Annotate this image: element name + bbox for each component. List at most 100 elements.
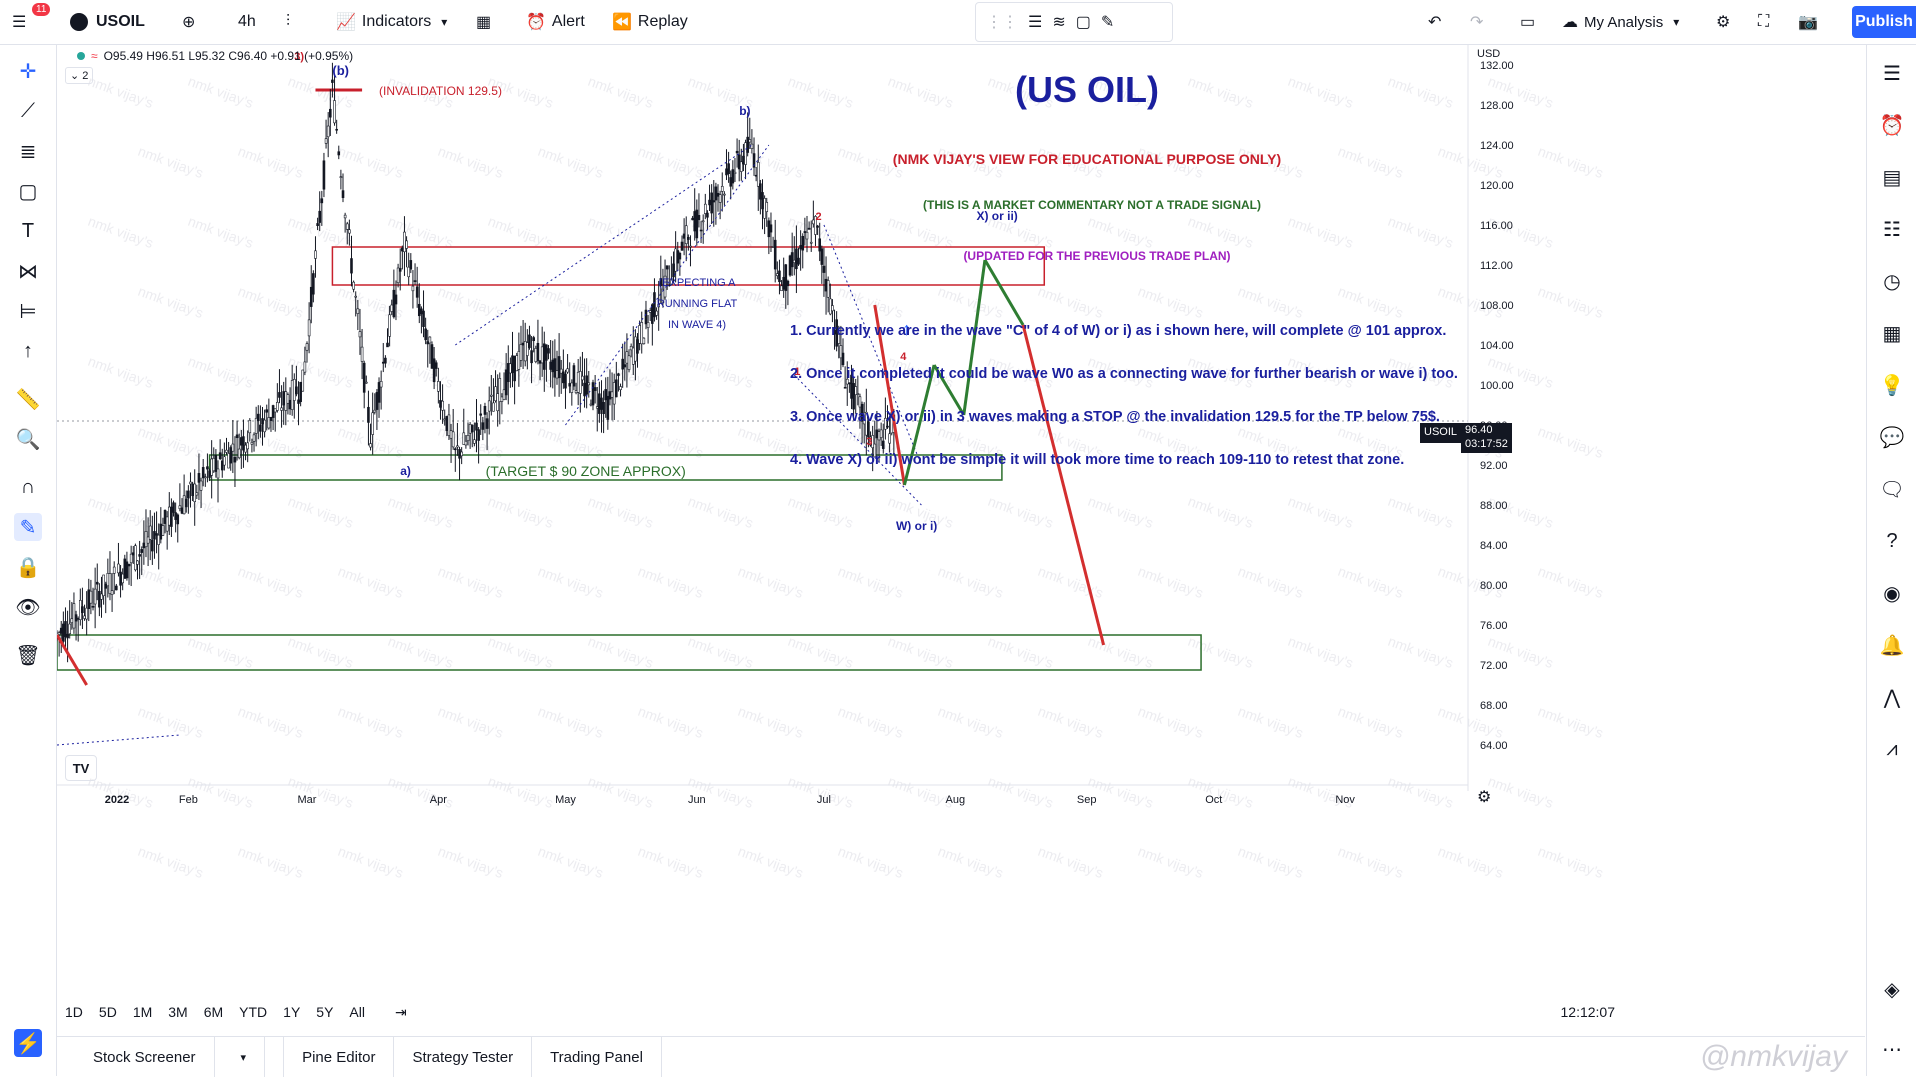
projection-segment bbox=[873, 304, 906, 486]
candle-body bbox=[265, 409, 269, 413]
trash-icon[interactable]: 🗑 bbox=[15, 644, 41, 667]
candle-body bbox=[392, 289, 396, 318]
indicators-button[interactable]: 📈 Indicators ▾ bbox=[336, 0, 447, 44]
candle-body bbox=[570, 382, 574, 393]
alert-button[interactable]: ⏰ Alert bbox=[526, 0, 585, 44]
layout-icon[interactable]: ▭ bbox=[1520, 14, 1536, 31]
candle-body bbox=[687, 237, 690, 240]
range-all[interactable]: All bbox=[349, 1004, 365, 1020]
eye-icon[interactable]: 👁 bbox=[15, 596, 41, 619]
lock-icon[interactable]: 🔒 bbox=[15, 556, 41, 579]
range-5y[interactable]: 5Y bbox=[316, 1004, 334, 1020]
goto-date-icon[interactable]: ⇥ bbox=[394, 1003, 407, 1020]
candle-body bbox=[333, 100, 336, 124]
pencil-icon[interactable]: ✎ bbox=[1100, 14, 1115, 31]
chart-type-icon[interactable]: ⫶ bbox=[286, 13, 291, 30]
alerts-clock-icon[interactable]: ⏰ bbox=[1879, 114, 1905, 137]
interval-button[interactable]: 4h bbox=[238, 13, 256, 30]
watermark-text: nmk vijay’s bbox=[1186, 493, 1256, 531]
templates-icon[interactable]: ▦ bbox=[476, 14, 492, 31]
prediction-icon[interactable]: ⊨ bbox=[19, 300, 37, 323]
chart-svg[interactable]: nmk vijay’s nmk vijay’s nmk vijay’s nmk vij… bbox=[57, 45, 1791, 965]
stream-icon[interactable]: ◉ bbox=[1883, 582, 1901, 605]
settings-gear-icon[interactable]: ⚙ bbox=[1716, 14, 1731, 31]
trendline-icon[interactable]: ⟋ bbox=[21, 99, 35, 122]
drag-handle-icon[interactable]: ⋮⋮ bbox=[986, 14, 1018, 31]
redo-icon[interactable]: ↷ bbox=[1470, 14, 1484, 31]
camera-icon[interactable]: 📷 bbox=[1798, 14, 1818, 31]
candle-body bbox=[451, 431, 455, 448]
wave-label: 3 bbox=[866, 436, 872, 448]
calendar-icon[interactable]: ▦ bbox=[1882, 322, 1902, 345]
range-6m[interactable]: 6M bbox=[203, 1004, 224, 1020]
candle-body bbox=[343, 214, 347, 219]
fib-icon[interactable]: ☰ bbox=[1028, 14, 1043, 31]
publish-button[interactable]: Publish bbox=[1852, 6, 1916, 38]
tab-trading-panel[interactable]: Trading Panel bbox=[532, 1037, 662, 1077]
time-tick-label: Feb bbox=[179, 794, 198, 806]
axis-settings-gear-icon[interactable]: ⚙ bbox=[1477, 789, 1492, 806]
range-ytd[interactable]: YTD bbox=[239, 1004, 268, 1020]
candle-body bbox=[62, 623, 65, 642]
currency-label[interactable]: USD bbox=[1477, 48, 1501, 60]
object-tree-icon[interactable]: ☷ bbox=[1883, 218, 1901, 241]
ideas-stream-icon[interactable]: ⩘ bbox=[1886, 737, 1898, 760]
candle-body bbox=[295, 386, 298, 395]
chat-icon[interactable]: 💬 bbox=[1879, 426, 1905, 449]
tab-strategy-tester[interactable]: Strategy Tester bbox=[394, 1037, 533, 1077]
range-1d[interactable]: 1D bbox=[65, 1004, 83, 1020]
countdown: 03:17:52 bbox=[1465, 438, 1508, 450]
pattern-icon[interactable]: ⋈ bbox=[18, 260, 38, 283]
brush-icon[interactable]: ≋ bbox=[1052, 14, 1066, 31]
watermark-text: nmk vijay’s bbox=[636, 843, 706, 881]
range-1m[interactable]: 1M bbox=[132, 1004, 153, 1020]
layout-menu[interactable]: ☁ My Analysis ▾ bbox=[1562, 0, 1679, 44]
draw-mode-icon[interactable]: ✎ bbox=[14, 513, 42, 541]
magnet-icon[interactable]: ∩ bbox=[20, 475, 36, 498]
chart-pane[interactable]: nmk vijay’s nmk vijay’s nmk vijay’s nmk vij… bbox=[57, 45, 1791, 965]
candle-body bbox=[636, 339, 639, 354]
watchlist-icon[interactable]: ☰ bbox=[1883, 62, 1901, 85]
expand-icon[interactable]: ⋯ bbox=[1882, 1038, 1902, 1061]
replay-button[interactable]: ⏪ Replay bbox=[612, 0, 688, 44]
ruler-icon[interactable]: 📏 bbox=[15, 388, 41, 411]
clock-readout[interactable]: 12:12:07 bbox=[1560, 1004, 1616, 1020]
range-5d[interactable]: 5D bbox=[98, 1004, 117, 1020]
watermark-text: nmk vijay’s bbox=[636, 143, 706, 181]
hotlist-icon[interactable]: ⚡ bbox=[14, 1029, 42, 1057]
text-tool-icon[interactable]: T bbox=[21, 219, 35, 242]
help-icon[interactable]: ? bbox=[1886, 529, 1898, 552]
candle-body bbox=[644, 309, 648, 325]
candle-body bbox=[81, 606, 84, 613]
price-tick-label: 64.00 bbox=[1480, 740, 1508, 752]
arrow-up-icon[interactable]: ↑ bbox=[23, 339, 33, 362]
crosshair-icon[interactable]: ✛ bbox=[19, 60, 37, 83]
tab-stock-screener[interactable]: Stock Screener ▾ bbox=[57, 1037, 285, 1077]
idea-icon[interactable]: 💡 bbox=[1879, 374, 1905, 397]
layers-icon[interactable]: ◈ bbox=[1884, 978, 1900, 1001]
candle-body bbox=[504, 369, 508, 396]
candle-body bbox=[348, 229, 351, 234]
watermark-text: nmk vijay’s bbox=[336, 563, 406, 601]
rectangle-tool-icon[interactable]: ▢ bbox=[18, 180, 38, 203]
rectangle-icon[interactable]: ▢ bbox=[1075, 14, 1091, 31]
tab-pine-editor[interactable]: Pine Editor bbox=[284, 1037, 395, 1077]
candle-body bbox=[812, 219, 815, 225]
symbol-search[interactable]: USOIL bbox=[70, 0, 145, 44]
fullscreen-icon[interactable]: ⛶ bbox=[1758, 13, 1770, 30]
range-1y[interactable]: 1Y bbox=[283, 1004, 301, 1020]
range-3m[interactable]: 3M bbox=[168, 1004, 188, 1020]
cloud-icon: ☁ bbox=[1562, 14, 1578, 31]
indicator-toggle[interactable]: ⌄ 2 bbox=[65, 67, 94, 84]
fib-retracement-icon[interactable]: ≣ bbox=[19, 140, 37, 163]
notifications-icon[interactable]: 🔔 bbox=[1879, 634, 1905, 657]
history-icon[interactable]: ◷ bbox=[1883, 270, 1901, 293]
data-window-icon[interactable]: ▤ bbox=[1882, 166, 1902, 189]
zoom-icon[interactable]: 🔍 bbox=[15, 428, 41, 451]
candle-body bbox=[526, 342, 529, 356]
compare-icon[interactable]: ⊕ bbox=[182, 14, 196, 31]
messages-icon[interactable]: 🗨 bbox=[1879, 478, 1905, 501]
trend-icon[interactable]: ⋀ bbox=[1883, 686, 1901, 709]
undo-icon[interactable]: ↶ bbox=[1428, 14, 1442, 31]
menu-icon[interactable]: ☰ bbox=[12, 14, 27, 31]
